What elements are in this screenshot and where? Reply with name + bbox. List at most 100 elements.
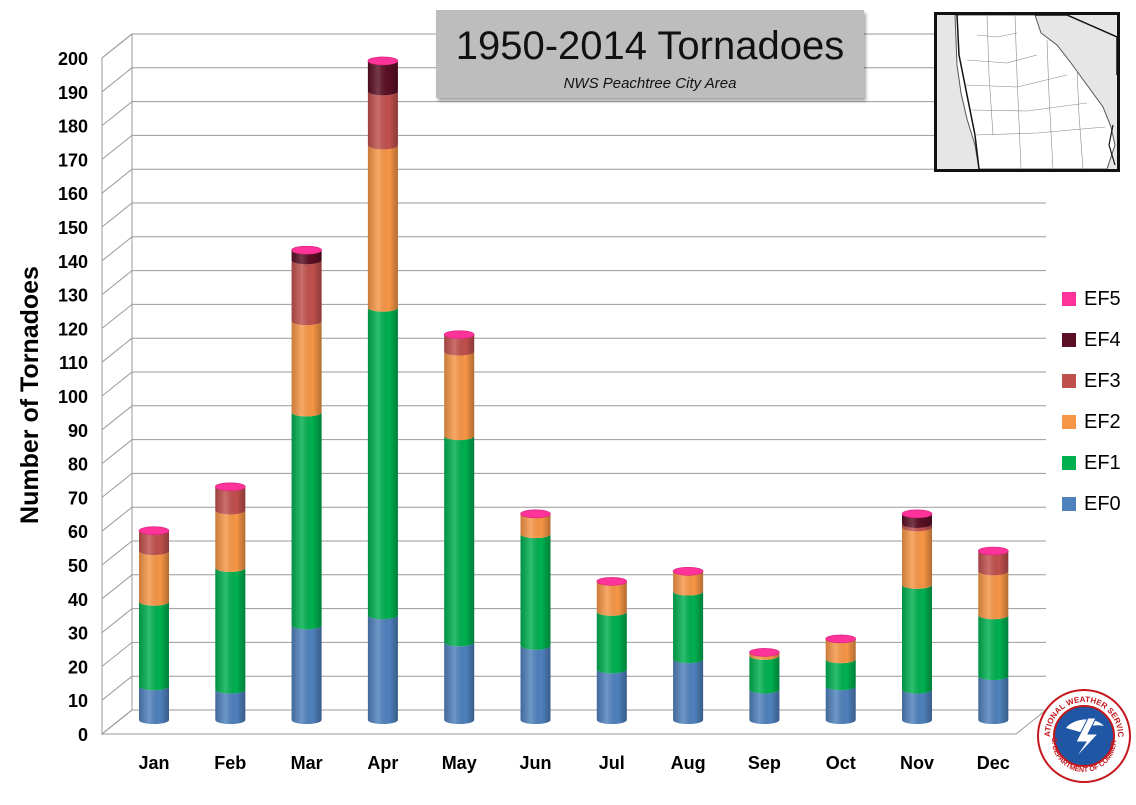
bar-top-cap: [672, 566, 704, 576]
x-tick-label: Oct: [826, 753, 856, 773]
bar-stack-apr: [367, 56, 399, 724]
bar-segment-feb-ef2: [215, 510, 246, 572]
bar-segment-jul-ef2: [596, 581, 627, 616]
x-tick-label: Mar: [291, 753, 323, 773]
bar-stack-aug: [672, 566, 704, 724]
bar-stack-feb: [215, 482, 246, 724]
bar-stack-jun: [520, 509, 551, 724]
bar-stack-nov: [901, 509, 933, 724]
y-tick-label: 40: [68, 590, 88, 610]
bar-segment-may-ef1: [444, 436, 475, 647]
gridline: [101, 506, 133, 532]
y-tick-label: 100: [58, 387, 88, 407]
legend-item-ef1: EF1: [1062, 452, 1121, 474]
bar-stack-dec: [977, 546, 1009, 724]
bar-segment-jul-ef1: [596, 611, 627, 674]
gridline: [101, 168, 133, 194]
bar-segment-jan-ef2: [139, 551, 169, 606]
gridline: [101, 67, 133, 93]
y-tick-label: 130: [58, 286, 88, 306]
legend-swatch: [1062, 456, 1076, 470]
legend-item-ef3: EF3: [1062, 370, 1121, 392]
legend-item-ef0: EF0: [1062, 493, 1121, 515]
x-tick-label: Jan: [138, 753, 169, 773]
bar-stack-may: [443, 330, 475, 724]
gridline: [101, 101, 133, 126]
bar-segment-jan-ef3: [139, 530, 169, 555]
y-tick-label: 140: [58, 252, 88, 272]
bar-segment-apr-ef4: [367, 60, 398, 96]
y-tick-label: 160: [58, 184, 88, 204]
legend-label: EF4: [1084, 329, 1121, 351]
x-tick-label: Jun: [519, 753, 551, 773]
legend-swatch: [1062, 497, 1076, 511]
bar-segment-sep-ef2: [749, 652, 780, 660]
bar-segment-mar-ef0: [291, 625, 322, 724]
legend-label: EF1: [1084, 452, 1121, 474]
bar-segment-jun-ef0: [520, 645, 551, 724]
bar-segment-aug-ef2: [673, 571, 704, 596]
y-tick-label: 0: [78, 725, 88, 745]
y-tick-label: 190: [58, 83, 88, 103]
bar-segment-oct-ef1: [825, 659, 856, 691]
x-tick-label: Nov: [900, 753, 934, 773]
x-tick-label: Aug: [671, 753, 706, 773]
x-tick-labels: Jan Feb Mar Apr May Jun Jul Aug Sep Oct Nov Dec: [138, 753, 1009, 773]
legend-label: EF2: [1084, 411, 1121, 433]
bar-segment-sep-ef0: [749, 689, 780, 724]
legend-swatch: [1062, 333, 1076, 347]
bar-segment-may-ef0: [444, 642, 475, 724]
y-tick-label: 150: [58, 218, 88, 238]
legend-swatch: [1062, 415, 1076, 429]
bar-top-cap: [596, 577, 628, 586]
y-tick-label: 200: [58, 49, 88, 69]
bar-segment-jun-ef1: [520, 534, 551, 650]
bar-segment-dec-ef1: [978, 615, 1009, 681]
gridline: [101, 135, 133, 160]
y-tick-label: 180: [58, 117, 88, 137]
y-tick-label: 50: [68, 556, 88, 576]
bars: [138, 56, 1009, 724]
bar-stack-mar: [291, 245, 322, 724]
gridline: [101, 642, 133, 667]
x-tick-label: Feb: [214, 753, 246, 773]
bar-top-cap: [215, 482, 246, 492]
y-tick-label: 80: [68, 455, 88, 475]
y-tick-label: 10: [68, 691, 88, 711]
gridline: [101, 405, 133, 431]
nws-logo-icon: NATIONAL WEATHER SERVICE U.S. DEPARTMENT…: [1033, 681, 1132, 784]
y-tick-label: 60: [68, 522, 88, 542]
bar-segment-oct-ef2: [825, 638, 856, 664]
bar-segment-may-ef3: [444, 334, 475, 356]
legend-swatch: [1062, 292, 1076, 306]
gridline: [101, 675, 133, 701]
y-tick-labels: 0 10 20 30 40 50 60 70 80 90 100 110 120 130 140 150 160…: [58, 49, 88, 745]
y-axis-label: Number of Tornadoes: [16, 266, 44, 524]
y-tick-label: 170: [58, 150, 88, 170]
x-tick-label: May: [442, 753, 477, 773]
bar-segment-jan-ef0: [139, 686, 169, 724]
bar-segment-jul-ef0: [596, 669, 627, 724]
bar-segment-dec-ef3: [978, 551, 1009, 576]
gridline: [101, 202, 133, 228]
bar-stack-jan: [138, 526, 170, 724]
y-tick-label: 30: [68, 624, 88, 644]
bar-segment-apr-ef1: [367, 307, 398, 620]
bar-segment-jan-ef1: [139, 601, 169, 691]
bar-segment-aug-ef0: [673, 659, 704, 724]
legend: EF5 EF4 EF3 EF2 EF1 EF0: [1062, 288, 1121, 515]
bar-top-cap: [291, 245, 322, 255]
legend-label: EF0: [1084, 493, 1121, 515]
gridline: [101, 473, 133, 498]
bar-segment-feb-ef0: [215, 689, 246, 724]
bar-top-cap: [977, 546, 1009, 556]
gridline: [101, 304, 133, 329]
legend-label: EF5: [1084, 288, 1121, 310]
bar-segment-nov-ef2: [902, 527, 932, 589]
gridline: [101, 371, 133, 397]
x-tick-label: Jul: [599, 753, 625, 773]
bar-top-cap: [749, 648, 780, 657]
bar-segment-mar-ef1: [291, 412, 322, 630]
bar-stack-sep: [749, 648, 780, 724]
y-tick-label: 20: [68, 657, 88, 677]
